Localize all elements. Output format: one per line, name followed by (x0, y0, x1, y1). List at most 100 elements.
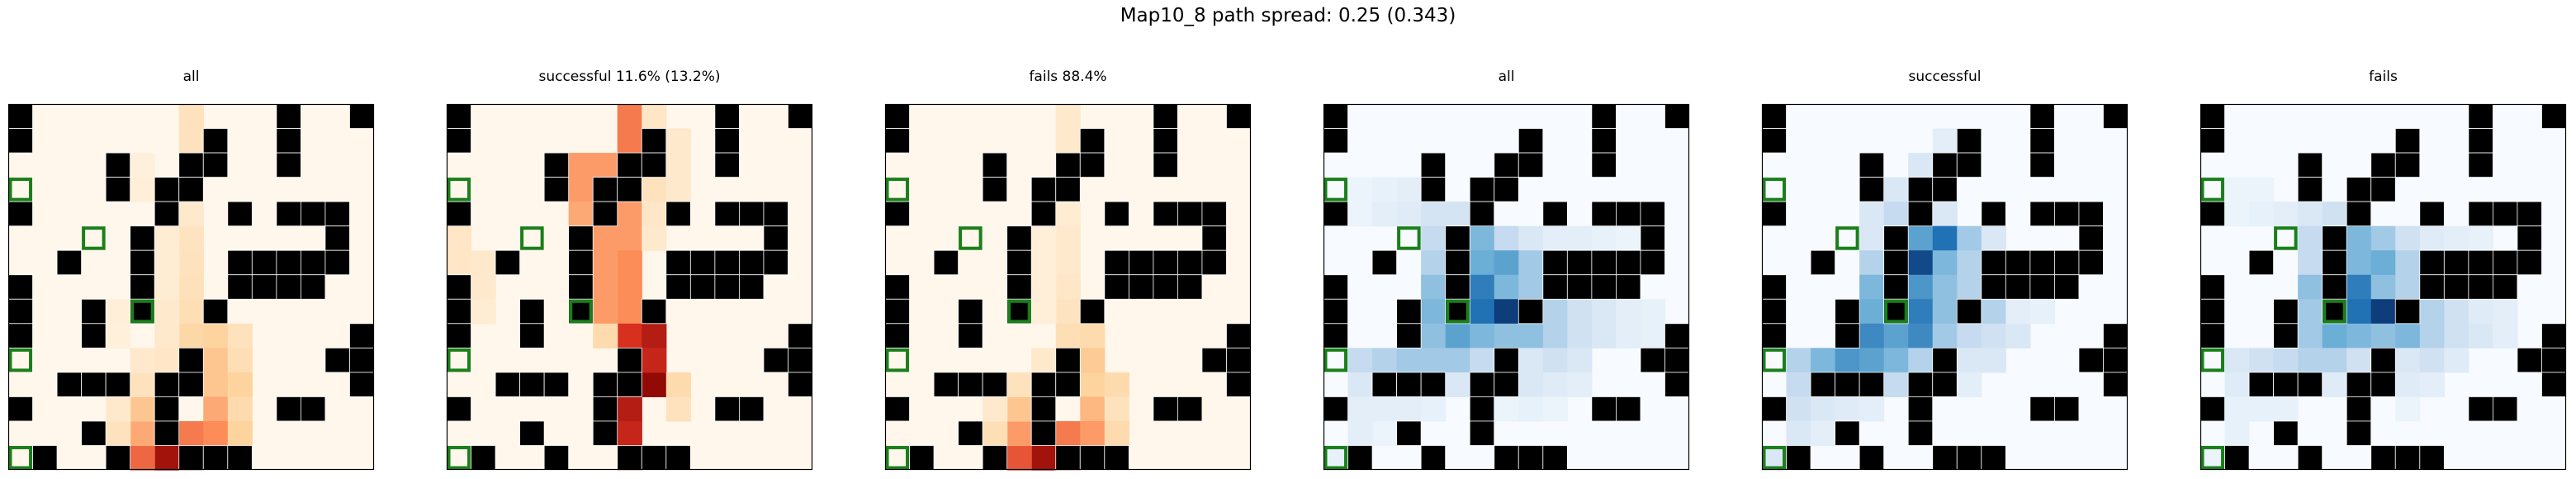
heat-cell (1006, 445, 1032, 471)
wall-cell (1859, 445, 1885, 471)
panel-frame (7, 103, 375, 471)
heat-cell (130, 420, 155, 447)
heat-cell (447, 250, 472, 276)
wall-cell (1226, 323, 1252, 349)
heat-cell (593, 274, 618, 300)
start-cell-marker (8, 178, 33, 202)
wall-cell (763, 225, 788, 251)
wall-cell (2370, 152, 2396, 178)
heat-cell (2005, 323, 2031, 349)
heatmap-panel (2200, 103, 2567, 471)
heat-cell (2493, 299, 2518, 325)
wall-cell (1153, 201, 1178, 227)
wall-cell (2029, 152, 2055, 178)
wall-cell (617, 177, 642, 202)
heat-cell (1347, 348, 1373, 373)
heat-cell (1811, 348, 1836, 373)
heat-cell (1859, 225, 1885, 251)
wall-cell (738, 249, 765, 276)
wall-cell (202, 445, 229, 471)
wall-cell (909, 445, 935, 471)
wall-cell (714, 201, 740, 227)
heat-cell (617, 299, 642, 325)
wall-cell (130, 225, 155, 251)
wall-cell (738, 201, 765, 227)
heat-cell (1055, 225, 1081, 251)
wall-cell (1883, 274, 1909, 300)
wall-cell (2322, 225, 2347, 251)
wall-cell (446, 103, 471, 129)
wall-cell (1177, 396, 1203, 422)
wall-cell (154, 177, 180, 202)
heat-cell (2419, 323, 2445, 349)
start-cell-marker (1324, 178, 1348, 202)
heat-cell (106, 299, 131, 325)
wall-cell (2200, 128, 2225, 154)
heat-cell (2249, 177, 2275, 202)
heat-cell (1006, 396, 1032, 422)
heat-cell (2468, 323, 2493, 349)
wall-cell (617, 347, 642, 373)
wall-cell (1396, 372, 1422, 397)
wall-cell (2394, 152, 2421, 178)
wall-cell (2029, 201, 2055, 227)
heat-cell (1347, 396, 1373, 422)
wall-cell (2370, 445, 2396, 471)
heat-cell (617, 420, 642, 447)
wall-cell (1079, 128, 1106, 154)
heat-cell (593, 323, 618, 349)
heat-cell (1640, 299, 1666, 325)
heat-cell (1567, 299, 1593, 325)
heat-cell (1470, 348, 1495, 373)
wall-cell (1226, 372, 1252, 397)
heat-cell (1542, 348, 1568, 373)
wall-cell (324, 225, 350, 251)
wall-cell (2297, 177, 2323, 202)
heat-cell (178, 299, 204, 325)
wall-cell (568, 225, 594, 251)
start-cell-marker (447, 445, 471, 470)
wall-cell (1542, 274, 1568, 300)
wall-cell (1177, 249, 1203, 276)
wall-cell (1445, 298, 1470, 325)
heat-cell (2005, 299, 2031, 325)
heat-cell (1932, 250, 1958, 276)
start-cell-marker (2323, 299, 2346, 324)
wall-cell (689, 274, 716, 300)
start-cell-marker (1762, 445, 1787, 470)
wall-cell (2005, 274, 2031, 300)
heat-cell (203, 348, 229, 373)
wall-cell (2541, 347, 2567, 373)
wall-cell (349, 323, 375, 349)
heat-cell (1006, 372, 1032, 397)
wall-cell (276, 249, 301, 276)
heat-cell (1080, 396, 1106, 422)
heat-cell (1031, 445, 1057, 471)
wall-cell (592, 201, 618, 227)
figure-title: Map10_8 path spread: 0.25 (0.343) (1120, 5, 1456, 26)
heat-cell (2346, 250, 2372, 276)
wall-cell (324, 201, 350, 227)
heat-cell (2224, 396, 2250, 422)
heat-cell (1542, 299, 1568, 325)
heat-cell (130, 348, 155, 373)
heat-cell (1908, 323, 1934, 349)
heat-cell (1470, 225, 1495, 251)
wall-cell (1835, 420, 1860, 446)
wall-cell (2419, 274, 2445, 300)
wall-cell (81, 298, 107, 325)
wall-cell (982, 177, 1008, 202)
heat-cell (1616, 299, 1641, 325)
wall-cell (1932, 152, 1958, 178)
wall-cell (1420, 445, 1447, 471)
wall-cell (641, 298, 667, 325)
wall-cell (1640, 225, 1665, 251)
heat-cell (2468, 225, 2493, 251)
heat-cell (1518, 348, 1544, 373)
heat-cell (1835, 348, 1860, 373)
heat-cell (2298, 250, 2323, 276)
wall-cell (1956, 128, 1982, 154)
wall-cell (276, 201, 301, 227)
heat-cell (2224, 348, 2250, 373)
wall-cell (349, 372, 375, 397)
